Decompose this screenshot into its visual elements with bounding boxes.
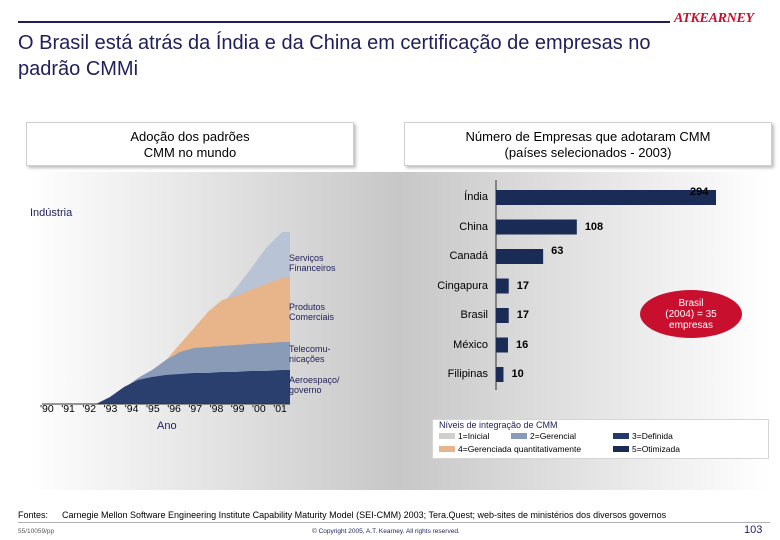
brasil-2004-callout: Brasil (2004) = 35 empresas bbox=[640, 290, 742, 338]
legend-title: Níveis de integração de CMM bbox=[439, 420, 558, 430]
x-axis-label: Ano bbox=[157, 420, 177, 432]
left-chart-header: Adoção dos padrões CMM no mundo bbox=[26, 122, 354, 166]
title-rule bbox=[18, 21, 670, 23]
y-axis-label: Indústria bbox=[30, 207, 73, 219]
bar-category-label: Brasil bbox=[460, 309, 488, 321]
sources-text: Carnegie Mellon Software Engineering Ins… bbox=[62, 510, 667, 520]
x-tick-label: '98 bbox=[209, 403, 224, 415]
area-label-servicos: Serviços Financeiros bbox=[289, 253, 336, 273]
sources-label: Fontes: bbox=[18, 510, 49, 520]
x-tick-label: '01 bbox=[273, 403, 287, 415]
x-tick-label: '93 bbox=[103, 403, 118, 415]
x-tick-label: '95 bbox=[146, 403, 160, 415]
page-number: 103 bbox=[744, 524, 763, 536]
bar-value-label: 294 bbox=[690, 186, 709, 198]
document-code: 55/10059/pp bbox=[18, 528, 55, 535]
bar-category-label: China bbox=[459, 220, 488, 233]
area-label-aeroespaco: Aeroespaço/governo bbox=[289, 375, 340, 395]
bar-value-label: 17 bbox=[516, 279, 529, 292]
bar-category-label: Canadá bbox=[449, 250, 488, 262]
cmm-adoption-area-chart bbox=[42, 232, 290, 405]
bar-value-label: 16 bbox=[515, 338, 529, 351]
bar-value-label: 108 bbox=[584, 220, 604, 233]
bar-value-label: 17 bbox=[516, 309, 529, 321]
area-aeroespaco-governo bbox=[96, 370, 290, 404]
bar-category-label: Índia bbox=[464, 191, 488, 203]
copyright-text: © Copyright 2005, A.T. Kearney. All righ… bbox=[312, 528, 460, 535]
bar-value-label: 63 bbox=[551, 245, 564, 257]
footer-rule bbox=[18, 522, 770, 523]
right-chart-header: Número de Empresas que adotaram CMM (paí… bbox=[404, 122, 772, 166]
legend-swatch-3 bbox=[613, 433, 629, 439]
x-tick-label: '94 bbox=[124, 403, 139, 415]
x-tick-label: '90 bbox=[40, 403, 54, 415]
bar-value-label: 10 bbox=[511, 368, 524, 380]
bar-3 bbox=[496, 278, 509, 294]
bar-category-label: México bbox=[453, 338, 488, 351]
x-tick-label: '92 bbox=[82, 403, 97, 415]
right-header-line1: Número de Empresas que adotaram CMM bbox=[465, 129, 711, 144]
x-tick-label: '99 bbox=[230, 403, 245, 415]
legend-swatch-5 bbox=[613, 446, 629, 452]
bar-category-label: Cingapura bbox=[437, 279, 488, 292]
x-tick-label: '00 bbox=[252, 403, 266, 415]
cmm-companies-bar-chart bbox=[495, 180, 716, 390]
x-tick-label: '97 bbox=[188, 403, 203, 415]
legend-swatch-4 bbox=[439, 446, 455, 452]
legend-swatch-2 bbox=[511, 433, 527, 439]
bar-category-label: Filipinas bbox=[447, 368, 488, 380]
right-header-line2: (países selecionados - 2003) bbox=[504, 145, 672, 160]
bar-4 bbox=[496, 308, 509, 323]
bar-2 bbox=[496, 249, 544, 264]
bar-1 bbox=[496, 219, 577, 235]
page-title: O Brasil está atrás da Índia e da China … bbox=[18, 32, 651, 80]
x-tick-label: '96 bbox=[167, 403, 181, 415]
left-header-line1: Adoção dos padrões bbox=[130, 129, 250, 144]
atkearney-logo: ATKEARNEY bbox=[674, 11, 754, 26]
cmm-levels-legend: Níveis de integração de CMM 1=Inicial 2=… bbox=[432, 419, 769, 459]
legend-item-1: 1=Inicial bbox=[458, 431, 490, 441]
bar-5 bbox=[496, 337, 508, 353]
x-tick-label: '91 bbox=[61, 403, 75, 415]
area-label-produtos: Produtos Comerciais bbox=[289, 302, 335, 322]
legend-item-5: 5=Otimizada bbox=[632, 444, 680, 454]
bar-6 bbox=[496, 367, 504, 382]
legend-item-3: 3=Definida bbox=[632, 431, 673, 441]
legend-item-2: 2=Gerencial bbox=[530, 431, 577, 441]
legend-item-4: 4=Gerenciada quantitativamente bbox=[458, 444, 582, 454]
legend-swatch-1 bbox=[439, 433, 455, 439]
area-label-telecom: Telecomu-nicações bbox=[289, 344, 331, 364]
bar-0 bbox=[496, 190, 716, 205]
left-header-line2: CMM no mundo bbox=[143, 145, 237, 160]
